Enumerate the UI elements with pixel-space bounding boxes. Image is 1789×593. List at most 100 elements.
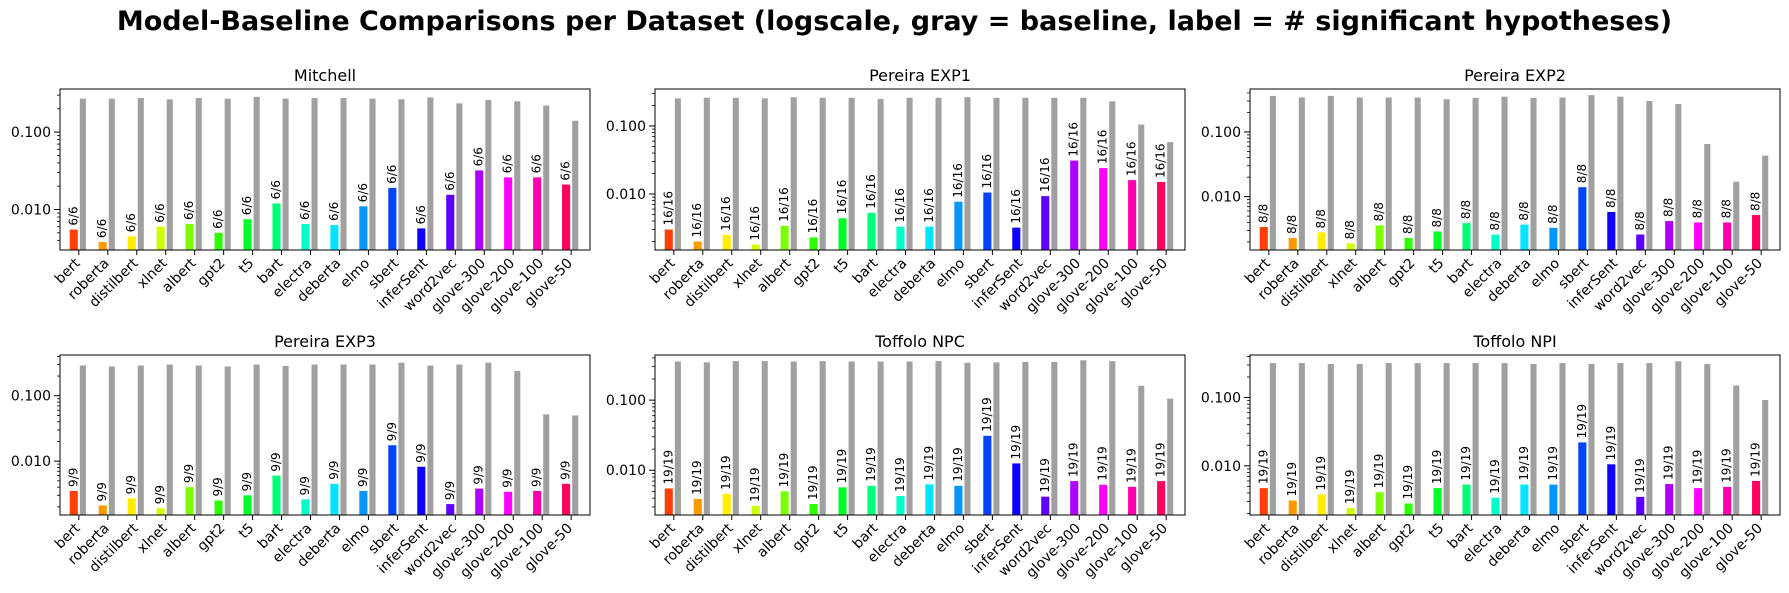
- baseline-bar-bert: [674, 98, 681, 251]
- baseline-bar-distilbert: [732, 97, 739, 250]
- significance-label: 19/19: [1125, 448, 1139, 483]
- y-tick-label: 0.100: [606, 393, 646, 409]
- x-tick-label: t5: [236, 521, 258, 543]
- y-tick-label: 0.010: [11, 454, 51, 470]
- model-bar-t5: [1433, 488, 1442, 515]
- baseline-bar-sbert: [1588, 364, 1595, 515]
- baseline-bar-roberta: [1298, 97, 1305, 250]
- baseline-bar-glove-50: [1167, 142, 1174, 250]
- axes-frame: [59, 88, 591, 251]
- significance-label: 8/8: [1372, 202, 1386, 221]
- baseline-bar-roberta: [108, 366, 115, 515]
- baseline-bar-bert: [1269, 95, 1276, 250]
- significance-label: 8/8: [1285, 215, 1299, 234]
- baseline-bar-sbert: [993, 362, 1000, 515]
- baseline-bar-glove-100: [1138, 124, 1145, 250]
- significance-label: 6/6: [385, 165, 399, 184]
- model-bar-glove-100: [1723, 486, 1732, 515]
- model-bar-elmo: [359, 490, 368, 515]
- significance-label: 19/19: [1575, 404, 1589, 439]
- x-tick-label: gpt2: [1384, 256, 1418, 290]
- significance-label: 8/8: [1517, 201, 1531, 220]
- baseline-bar-albert: [195, 365, 202, 515]
- model-bar-distilbert: [722, 493, 731, 515]
- baseline-bar-t5: [253, 364, 260, 515]
- baseline-bar-bart: [1472, 363, 1479, 515]
- significance-label: 19/19: [1691, 450, 1705, 485]
- baseline-bar-elmo: [369, 98, 376, 250]
- x-tick-label: t5: [236, 256, 258, 278]
- baseline-bar-sbert: [398, 362, 405, 515]
- model-bar-glove-200: [1694, 222, 1703, 250]
- model-bar-glove-100: [1723, 222, 1732, 250]
- significance-label: 8/8: [1314, 209, 1328, 228]
- model-bar-electra: [301, 499, 310, 515]
- significance-label: 9/9: [240, 472, 254, 491]
- model-bar-inferSent: [417, 466, 426, 515]
- baseline-bar-elmo: [964, 362, 971, 515]
- significance-label: 19/19: [1343, 469, 1357, 504]
- baseline-bar-deberta: [340, 98, 347, 250]
- baseline-bar-t5: [848, 97, 855, 250]
- y-tick-label: 0.010: [11, 203, 51, 219]
- model-bar-roberta: [98, 242, 107, 250]
- model-bar-albert: [780, 225, 789, 250]
- x-tick-label: gpt2: [194, 521, 228, 555]
- baseline-bar-albert: [195, 98, 202, 250]
- baseline-bar-glove-200: [1109, 101, 1116, 251]
- model-bar-glove-50: [562, 184, 571, 250]
- baseline-bar-electra: [1501, 96, 1508, 251]
- significance-label: 16/16: [719, 196, 733, 231]
- model-bar-xlnet: [751, 244, 760, 250]
- model-bar-electra: [1491, 234, 1500, 250]
- baseline-bar-electra: [906, 361, 913, 515]
- baseline-bar-gpt2: [224, 98, 231, 250]
- baseline-bar-bert: [79, 365, 86, 515]
- baseline-bar-sbert: [993, 97, 1000, 250]
- axes-frame: [1249, 354, 1781, 516]
- baseline-bar-glove-100: [543, 414, 550, 515]
- baseline-bar-gpt2: [1414, 97, 1421, 250]
- model-bar-t5: [243, 495, 252, 515]
- baseline-bar-distilbert: [1327, 95, 1334, 250]
- baseline-bar-bart: [1472, 97, 1479, 250]
- baseline-bar-glove-50: [572, 415, 579, 515]
- axes-frame: [654, 88, 1186, 251]
- model-bar-glove-200: [1694, 488, 1703, 515]
- model-bar-albert: [1375, 225, 1384, 250]
- x-tick-label: gpt2: [789, 256, 823, 290]
- significance-label: 19/19: [1720, 448, 1734, 483]
- significance-label: 8/8: [1430, 208, 1444, 227]
- significance-label: 19/19: [1401, 465, 1415, 500]
- y-tick-label: 0.010: [606, 463, 646, 479]
- x-tick-label: t5: [831, 521, 853, 543]
- model-bar-deberta: [925, 226, 934, 250]
- model-bar-electra: [1491, 497, 1500, 515]
- baseline-bar-glove-200: [514, 370, 521, 515]
- model-bar-glove-200: [504, 491, 513, 515]
- significance-label: 6/6: [240, 196, 254, 215]
- model-bar-bert: [1259, 488, 1268, 515]
- baseline-bar-inferSent: [1022, 97, 1029, 250]
- model-bar-bart: [867, 485, 876, 515]
- baseline-bar-bart: [877, 361, 884, 515]
- x-tick-label: albert: [159, 255, 200, 296]
- model-bar-roberta: [1288, 237, 1297, 250]
- baseline-bar-word2vec: [1646, 363, 1653, 515]
- baseline-bar-albert: [1385, 97, 1392, 250]
- significance-label: 8/8: [1662, 198, 1676, 217]
- significance-label: 6/6: [153, 203, 167, 222]
- subplot-title: Toffolo NPC: [874, 332, 965, 351]
- model-bar-elmo: [359, 206, 368, 250]
- baseline-bar-inferSent: [1022, 361, 1029, 515]
- model-bar-albert: [1375, 492, 1384, 515]
- baseline-bar-inferSent: [1617, 363, 1624, 515]
- baseline-bar-gpt2: [819, 97, 826, 250]
- significance-label: 16/16: [835, 180, 849, 215]
- model-bar-sbert: [983, 192, 992, 250]
- baseline-bar-distilbert: [137, 98, 144, 250]
- subplot-4: Toffolo NPC0.0100.10019/19bert19/19rober…: [606, 332, 1186, 581]
- baseline-bar-deberta: [340, 364, 347, 515]
- model-bar-t5: [1433, 231, 1442, 250]
- significance-label: 19/19: [1372, 454, 1386, 489]
